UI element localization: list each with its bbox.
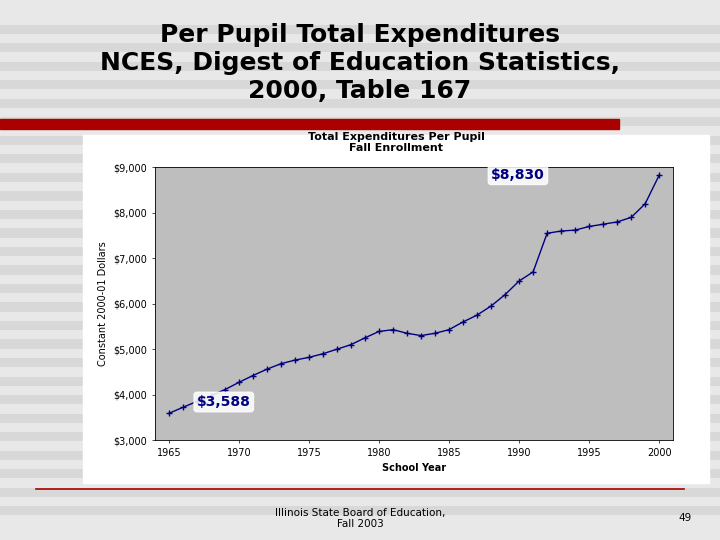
- Bar: [0, 62, 720, 71]
- Bar: [0, 302, 720, 312]
- Bar: [0, 450, 720, 460]
- Text: $8,830: $8,830: [491, 168, 545, 182]
- Text: $3,588: $3,588: [197, 395, 251, 409]
- Bar: [0, 154, 720, 164]
- Bar: [0, 173, 720, 182]
- Bar: [0, 80, 720, 90]
- Bar: [0, 265, 720, 275]
- Bar: [0, 210, 720, 219]
- Bar: [0, 488, 720, 497]
- Bar: [0, 432, 720, 441]
- Bar: [0, 24, 720, 34]
- Text: Illinois State Board of Education,
Fall 2003: Illinois State Board of Education, Fall …: [275, 508, 445, 529]
- Bar: [0, 99, 720, 108]
- Bar: [0, 117, 720, 126]
- X-axis label: School Year: School Year: [382, 463, 446, 473]
- Bar: [0, 321, 720, 330]
- Text: Per Pupil Total Expenditures
NCES, Digest of Education Statistics,
2000, Table 1: Per Pupil Total Expenditures NCES, Diges…: [100, 23, 620, 103]
- Bar: [0, 340, 720, 349]
- Bar: [0, 376, 720, 386]
- Bar: [0, 228, 720, 238]
- Bar: [0, 358, 720, 367]
- Bar: [0, 469, 720, 478]
- Bar: [0, 136, 720, 145]
- Text: Total Expenditures Per Pupil
Fall Enrollment: Total Expenditures Per Pupil Fall Enroll…: [307, 132, 485, 153]
- Text: 49: 49: [678, 514, 691, 523]
- Bar: [0, 284, 720, 293]
- Bar: [0, 414, 720, 423]
- Bar: [0, 43, 720, 52]
- Y-axis label: Constant 2000-01 Dollars: Constant 2000-01 Dollars: [98, 241, 108, 366]
- Bar: [0, 191, 720, 200]
- Bar: [0, 395, 720, 404]
- Bar: [0, 506, 720, 516]
- Bar: [0, 247, 720, 256]
